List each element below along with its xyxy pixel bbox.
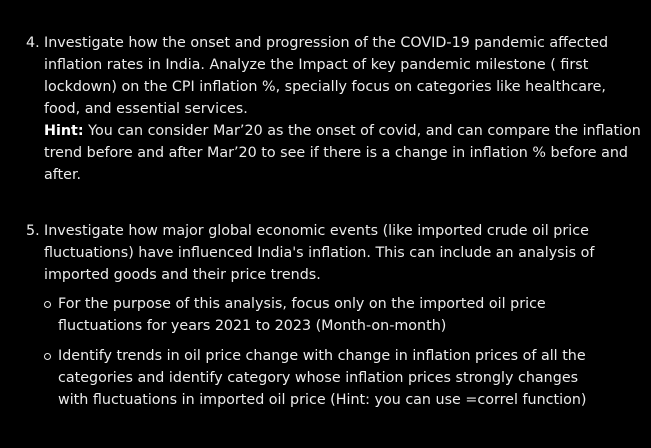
sub-bullet-text: For the purpose of this analysis, focus … bbox=[58, 296, 546, 334]
sub-bullet-item: For the purpose of this analysis, focus … bbox=[42, 293, 641, 337]
list-item-5: 5. Investigate how major global economic… bbox=[26, 220, 641, 286]
item-number: 5. bbox=[26, 223, 40, 239]
item-number: 4. bbox=[26, 35, 40, 51]
hint-label: Hint: bbox=[44, 123, 84, 139]
item-body: Investigate how the onset and progressio… bbox=[44, 32, 641, 186]
item-body: Investigate how major global economic ev… bbox=[44, 220, 641, 286]
sub-bullet-item: Identify trends in oil price change with… bbox=[42, 345, 641, 411]
hollow-bullet-icon bbox=[42, 345, 58, 367]
sub-bullet-list: For the purpose of this analysis, focus … bbox=[26, 293, 641, 411]
hint-text: You can consider Mar’20 as the onset of … bbox=[44, 123, 641, 183]
hollow-bullet-icon bbox=[42, 293, 58, 315]
list-item-4: 4. Investigate how the onset and progres… bbox=[26, 32, 641, 186]
item-text: Investigate how the onset and progressio… bbox=[44, 35, 609, 117]
item-text: Investigate how major global economic ev… bbox=[44, 223, 595, 283]
sub-bullet-text: Identify trends in oil price change with… bbox=[58, 348, 587, 408]
